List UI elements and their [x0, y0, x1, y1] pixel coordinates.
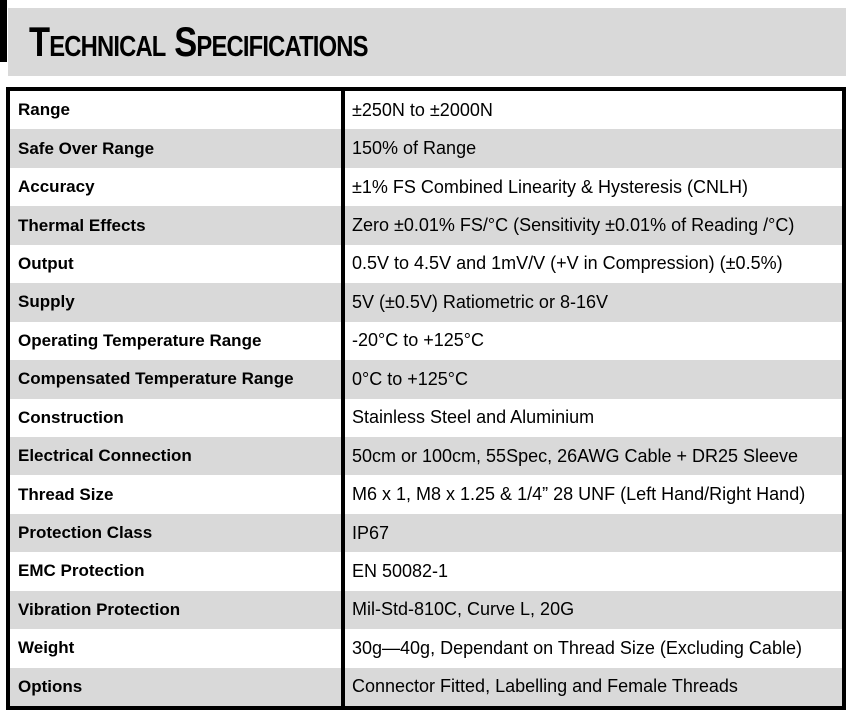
spec-label: Operating Temperature Range	[10, 321, 345, 361]
table-row: Protection Class IP67	[10, 513, 842, 553]
spec-label: Range	[10, 91, 345, 130]
table-row: Compensated Temperature Range 0°C to +12…	[10, 360, 842, 399]
spec-value: ±1% FS Combined Linearity & Hysteresis (…	[352, 176, 748, 197]
spec-label: EMC Protection	[10, 552, 345, 591]
table-row: Operating Temperature Range -20°C to +12…	[10, 321, 842, 361]
table-row: Vibration Protection Mil-Std-810C, Curve…	[10, 590, 842, 630]
spec-value: IP67	[352, 522, 390, 543]
table-row: Supply 5V (±0.5V) Ratiometric or 8-16V	[10, 283, 842, 322]
spec-label: Compensated Temperature Range	[10, 360, 345, 399]
spec-label: Construction	[10, 398, 345, 437]
table-row: Safe Over Range 150% of Range	[10, 129, 842, 168]
table-row: Construction Stainless Steel and Alumini…	[10, 398, 842, 437]
spec-label: Output	[10, 244, 345, 284]
table-row: Accuracy ±1% FS Combined Linearity & Hys…	[10, 167, 842, 207]
table-row: Output 0.5V to 4.5V and 1mV/V (+V in Com…	[10, 244, 842, 284]
spec-value: Connector Fitted, Labelling and Female T…	[352, 676, 738, 697]
page-title: Technical Specifications	[29, 18, 368, 65]
spec-label: Electrical Connection	[10, 436, 345, 476]
spec-value: 150% of Range	[352, 138, 477, 159]
spec-value: 0.5V to 4.5V and 1mV/V (+V in Compressio…	[352, 253, 783, 274]
header-band: Technical Specifications	[8, 8, 846, 76]
spec-label: Thread Size	[10, 475, 345, 514]
accent-bar	[0, 0, 7, 62]
spec-value: EN 50082-1	[352, 560, 449, 581]
spec-label: Thermal Effects	[10, 206, 345, 245]
spec-value: -20°C to +125°C	[352, 330, 484, 351]
spec-label: Options	[10, 667, 345, 706]
table-row: Weight 30g—40g, Dependant on Thread Size…	[10, 629, 842, 668]
spec-table: Range ±250N to ±2000N Safe Over Range 15…	[6, 87, 846, 710]
spec-value: Mil-Std-810C, Curve L, 20G	[352, 599, 575, 620]
spec-value: 30g—40g, Dependant on Thread Size (Exclu…	[352, 637, 802, 658]
table-row: Range ±250N to ±2000N	[10, 91, 842, 130]
table-row: Thermal Effects Zero ±0.01% FS/°C (Sensi…	[10, 206, 842, 245]
spec-label: Supply	[10, 283, 345, 322]
table-row: Thread Size M6 x 1, M8 x 1.25 & 1/4” 28 …	[10, 475, 842, 514]
spec-value: 0°C to +125°C	[352, 368, 468, 389]
spec-value: 50cm or 100cm, 55Spec, 26AWG Cable + DR2…	[352, 445, 799, 466]
spec-value: Stainless Steel and Aluminium	[352, 407, 595, 428]
spec-label: Protection Class	[10, 513, 345, 553]
spec-label: Weight	[10, 629, 345, 668]
table-row: EMC Protection EN 50082-1	[10, 552, 842, 591]
spec-value: 5V (±0.5V) Ratiometric or 8-16V	[352, 291, 608, 312]
spec-value: Zero ±0.01% FS/°C (Sensitivity ±0.01% of…	[352, 215, 795, 236]
spec-label: Accuracy	[10, 167, 345, 207]
spec-value: ±250N to ±2000N	[352, 99, 493, 120]
spec-value: M6 x 1, M8 x 1.25 & 1/4” 28 UNF (Left Ha…	[352, 484, 806, 505]
table-row: Options Connector Fitted, Labelling and …	[10, 667, 842, 706]
table-row: Electrical Connection 50cm or 100cm, 55S…	[10, 436, 842, 476]
spec-label: Vibration Protection	[10, 590, 345, 630]
spec-label: Safe Over Range	[10, 129, 345, 168]
